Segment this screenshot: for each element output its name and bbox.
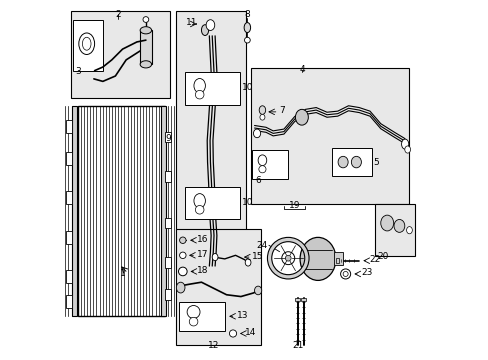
- Bar: [78, 107, 164, 316]
- Text: 14: 14: [244, 328, 256, 337]
- Bar: [164, 171, 170, 182]
- Text: 2: 2: [115, 10, 121, 19]
- Ellipse shape: [260, 114, 264, 120]
- Ellipse shape: [244, 23, 250, 33]
- Text: 17: 17: [197, 250, 208, 259]
- Ellipse shape: [401, 139, 408, 149]
- Text: 6: 6: [254, 176, 260, 185]
- Ellipse shape: [343, 271, 347, 276]
- Ellipse shape: [406, 226, 411, 234]
- Bar: [164, 218, 170, 228]
- Ellipse shape: [259, 106, 265, 114]
- Bar: [332, 148, 371, 176]
- Bar: [374, 204, 414, 256]
- Bar: [179, 302, 224, 330]
- Text: 4: 4: [299, 66, 304, 75]
- Ellipse shape: [187, 306, 200, 319]
- Ellipse shape: [195, 206, 203, 214]
- Ellipse shape: [254, 286, 261, 295]
- Ellipse shape: [201, 25, 208, 36]
- Circle shape: [281, 252, 294, 265]
- Ellipse shape: [244, 259, 250, 266]
- Circle shape: [285, 255, 290, 261]
- Bar: [164, 289, 170, 300]
- Bar: [184, 187, 240, 220]
- Bar: [66, 120, 72, 133]
- Bar: [66, 192, 72, 204]
- Ellipse shape: [244, 37, 250, 43]
- Text: 16: 16: [197, 235, 208, 244]
- Bar: [164, 257, 170, 268]
- Bar: [294, 298, 300, 301]
- Text: 9: 9: [165, 134, 171, 143]
- Bar: [250, 68, 408, 204]
- Ellipse shape: [178, 267, 187, 276]
- Bar: [66, 270, 72, 283]
- Ellipse shape: [258, 155, 266, 166]
- Bar: [175, 229, 260, 345]
- Text: 1: 1: [120, 269, 125, 278]
- Bar: [160, 107, 165, 316]
- Ellipse shape: [140, 61, 151, 68]
- Ellipse shape: [258, 166, 265, 173]
- Bar: [66, 231, 72, 244]
- Bar: [66, 152, 72, 165]
- Text: 24: 24: [256, 241, 267, 250]
- Ellipse shape: [300, 237, 335, 280]
- Text: 11: 11: [186, 18, 198, 27]
- Ellipse shape: [253, 129, 260, 138]
- Ellipse shape: [176, 282, 184, 293]
- Bar: [66, 296, 72, 309]
- Text: 10: 10: [241, 198, 253, 207]
- Bar: [333, 252, 343, 265]
- Ellipse shape: [142, 17, 148, 22]
- Bar: [164, 132, 170, 142]
- Ellipse shape: [79, 33, 94, 54]
- Ellipse shape: [295, 109, 308, 125]
- Ellipse shape: [206, 20, 214, 31]
- Text: 22: 22: [368, 255, 380, 264]
- Ellipse shape: [179, 252, 185, 258]
- Ellipse shape: [404, 146, 410, 153]
- Bar: [335, 258, 339, 263]
- Ellipse shape: [195, 90, 203, 99]
- Text: 12: 12: [208, 341, 219, 350]
- Ellipse shape: [82, 37, 91, 50]
- Bar: [140, 30, 151, 64]
- Bar: [184, 72, 240, 105]
- Bar: [72, 107, 77, 316]
- Ellipse shape: [179, 237, 185, 243]
- Ellipse shape: [194, 78, 205, 93]
- Text: 3: 3: [75, 67, 81, 76]
- Ellipse shape: [337, 156, 347, 168]
- Ellipse shape: [340, 269, 350, 279]
- Ellipse shape: [194, 194, 205, 208]
- Ellipse shape: [351, 156, 361, 168]
- Bar: [175, 12, 246, 273]
- Text: 19: 19: [288, 201, 300, 210]
- Ellipse shape: [393, 220, 404, 232]
- Text: 15: 15: [252, 252, 264, 261]
- Text: 10: 10: [241, 83, 253, 92]
- Bar: [252, 149, 287, 179]
- Text: 18: 18: [197, 266, 208, 275]
- Text: 23: 23: [360, 269, 372, 278]
- Ellipse shape: [212, 253, 218, 261]
- Ellipse shape: [189, 318, 198, 326]
- Text: 7: 7: [279, 106, 285, 115]
- Bar: [73, 21, 102, 71]
- Text: 5: 5: [372, 158, 378, 167]
- Text: 20: 20: [376, 252, 388, 261]
- Ellipse shape: [229, 330, 236, 337]
- Text: 13: 13: [236, 311, 247, 320]
- Bar: [301, 298, 305, 301]
- Bar: [70, 12, 169, 98]
- Ellipse shape: [140, 27, 151, 34]
- Text: 8: 8: [244, 10, 250, 19]
- Text: 21: 21: [291, 341, 303, 350]
- Ellipse shape: [380, 215, 393, 231]
